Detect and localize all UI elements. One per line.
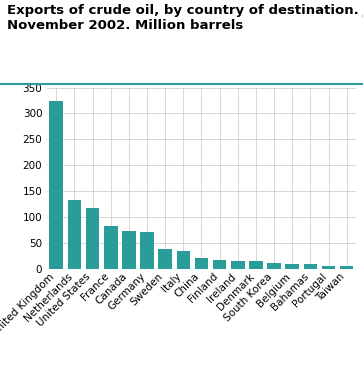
Bar — [195, 258, 208, 269]
Bar — [213, 260, 227, 269]
Bar — [303, 264, 317, 269]
Bar — [249, 261, 263, 269]
Bar — [176, 251, 190, 269]
Bar — [104, 226, 118, 269]
Text: Exports of crude oil, by country of destination. January-
November 2002. Million: Exports of crude oil, by country of dest… — [7, 4, 363, 32]
Bar — [231, 261, 245, 269]
Bar — [140, 232, 154, 269]
Bar — [267, 263, 281, 269]
Bar — [322, 266, 335, 269]
Bar — [49, 101, 63, 269]
Bar — [68, 200, 81, 269]
Bar — [86, 208, 99, 269]
Bar — [158, 249, 172, 269]
Bar — [340, 266, 354, 269]
Bar — [122, 231, 136, 269]
Bar — [285, 264, 299, 269]
